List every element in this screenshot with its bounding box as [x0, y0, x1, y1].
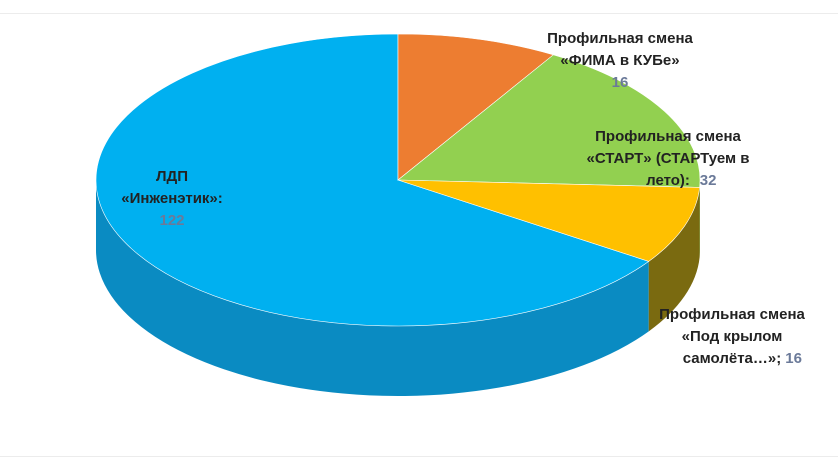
pie-value-label-1: 16 — [612, 74, 629, 91]
pie-value-label-2: 32 — [700, 172, 717, 189]
pie-data-label-0: ЛДП «Инженэтик»: — [121, 168, 223, 207]
pie-labels: ЛДП «Инженэтик»: 122 Профильная смена «ФИМА … — [121, 30, 805, 367]
bottom-divider — [0, 456, 838, 457]
top-divider — [0, 13, 838, 14]
pie-slice-0 — [95, 33, 650, 327]
pie-value-label-0: 122 — [159, 212, 184, 229]
pie-slice-side-0 — [96, 180, 649, 396]
pie-value-label-3: 16 — [785, 350, 802, 367]
pie-data-label-2: Профильная смена «СТАРТ» (СТАРТуем в лето)… — [586, 128, 749, 189]
pie-slice-1 — [397, 33, 555, 181]
pie-data-label-3: Профильная смена «Под крылом самолёта…»; — [659, 306, 805, 367]
pie-slice-2 — [397, 54, 701, 188]
pie-tops — [95, 33, 701, 327]
pie-slice-3 — [397, 179, 700, 262]
pie-data-label-1: Профильная смена «ФИМА в КУБе» — [547, 30, 693, 69]
